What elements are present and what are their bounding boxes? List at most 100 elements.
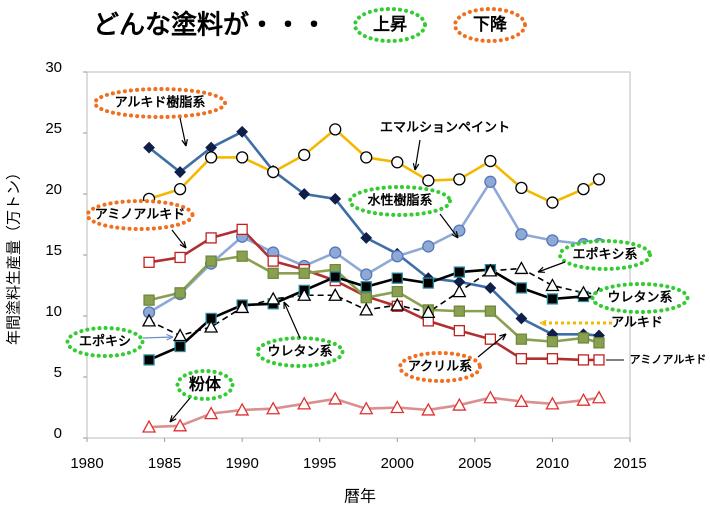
marker: [141, 313, 157, 327]
marker: [205, 255, 217, 267]
marker: [328, 391, 343, 405]
marker: [484, 333, 497, 345]
marker: [236, 223, 248, 236]
marker: [515, 282, 528, 294]
marker: [593, 337, 605, 349]
marker: [390, 400, 405, 414]
marker: [266, 401, 281, 415]
arrow-line: [477, 333, 507, 358]
marker: [577, 354, 590, 366]
marker: [298, 267, 310, 279]
marker: [391, 285, 403, 298]
marker: [143, 354, 155, 366]
arrow-line: [179, 117, 187, 147]
marker: [591, 390, 607, 404]
marker: [576, 285, 591, 299]
marker: [143, 141, 155, 154]
marker: [453, 305, 465, 317]
y-tick-label: 25: [45, 120, 62, 137]
series-label: エマルションペイント: [380, 121, 510, 136]
marker: [515, 228, 528, 241]
marker: [297, 287, 312, 301]
series-label: アミノアルキド: [95, 208, 186, 223]
marker: [514, 261, 529, 275]
marker: [235, 300, 250, 314]
marker: [174, 251, 186, 264]
annotation: エポキシ: [79, 334, 131, 350]
marker: [360, 281, 372, 293]
marker: [298, 148, 311, 162]
marker: [329, 271, 341, 283]
marker: [391, 250, 404, 263]
marker: [515, 333, 528, 345]
marker: [267, 165, 280, 179]
marker: [360, 268, 373, 281]
chart-title: どんな塗料が・・・: [93, 10, 327, 41]
marker: [174, 287, 186, 299]
marker: [391, 272, 403, 284]
x-tick-label: 2015: [613, 455, 646, 472]
marker: [422, 174, 435, 187]
marker: [172, 418, 188, 432]
marker: [390, 297, 405, 311]
arrow-line: [171, 229, 187, 249]
y-tick-label: 5: [54, 364, 62, 381]
bubble: [453, 7, 527, 43]
arrow-head: [169, 415, 177, 423]
marker: [267, 255, 279, 267]
x-tick-label: 2010: [536, 455, 569, 472]
marker: [329, 192, 342, 205]
marker: [453, 266, 465, 278]
marker: [204, 151, 218, 164]
marker: [483, 390, 498, 404]
y-tick-label: 30: [45, 59, 62, 76]
bubble: [353, 7, 427, 43]
y-axis-label: 年間塗料生産量（万トン）: [5, 165, 23, 345]
marker: [484, 154, 497, 168]
marker: [453, 173, 466, 186]
marker: [328, 287, 343, 301]
marker: [452, 284, 467, 298]
marker: [546, 293, 559, 305]
annotation: アミノアルキド: [630, 353, 707, 366]
marker: [329, 246, 342, 259]
marker: [174, 340, 186, 353]
bubble: [348, 185, 452, 217]
marker: [359, 401, 374, 415]
marker: [592, 173, 606, 186]
bubble: [398, 351, 482, 383]
bubble: [175, 369, 235, 401]
marker: [515, 181, 528, 195]
arrow-line: [283, 301, 301, 339]
series-label: アルキド樹脂系: [115, 95, 206, 111]
marker: [515, 312, 528, 325]
arrow-head: [179, 241, 187, 249]
bubble: [65, 326, 145, 358]
marker: [235, 402, 250, 416]
bubble: [93, 87, 227, 119]
bubble: [590, 282, 690, 314]
plot-frame: [86, 71, 631, 439]
marker: [593, 354, 605, 366]
marker: [545, 278, 560, 292]
marker: [515, 353, 528, 365]
arrow-head: [166, 333, 174, 341]
marker: [576, 392, 591, 406]
marker: [174, 166, 187, 178]
arrow-head: [539, 319, 547, 327]
series-line: [148, 227, 599, 362]
marker: [360, 232, 373, 244]
arrow-head: [412, 163, 420, 171]
marker: [422, 240, 435, 253]
marker: [484, 175, 497, 188]
series-label: 粉体: [189, 375, 222, 394]
arrow-head: [181, 139, 188, 147]
marker: [172, 328, 188, 342]
marker: [422, 277, 434, 289]
marker: [266, 291, 281, 305]
y-tick-label: 20: [45, 181, 62, 198]
marker: [514, 394, 529, 408]
marker: [546, 234, 559, 247]
x-tick-label: 2000: [381, 455, 414, 472]
